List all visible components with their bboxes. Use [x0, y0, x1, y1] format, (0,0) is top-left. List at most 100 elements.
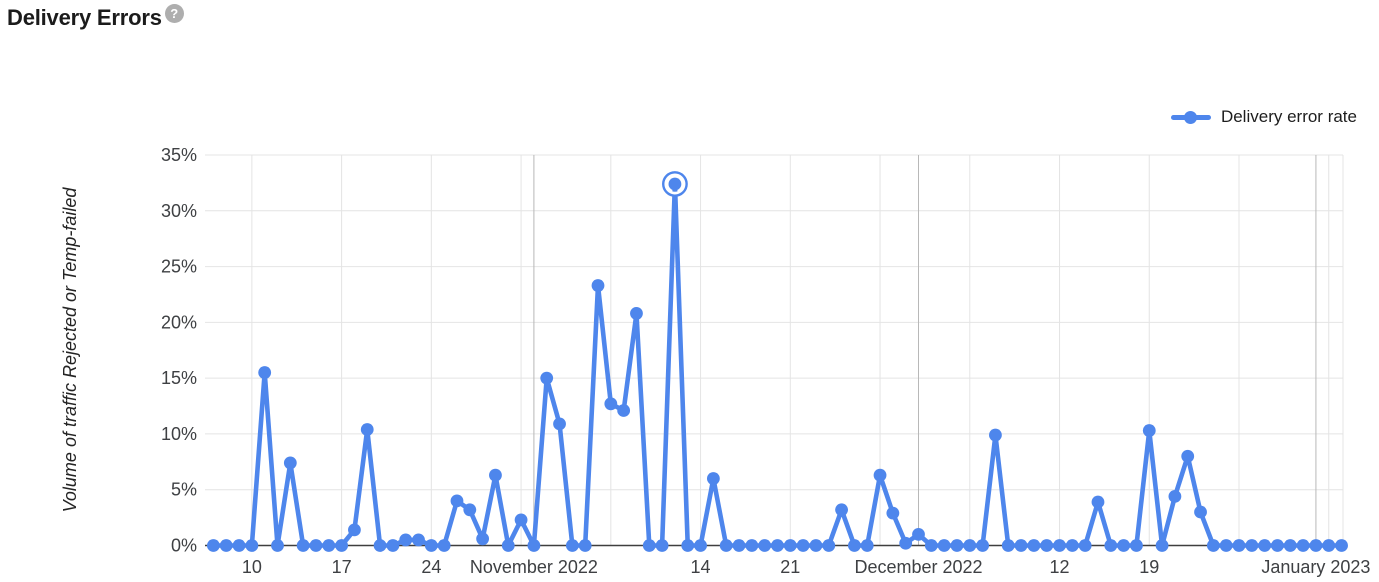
data-point[interactable] — [232, 539, 246, 552]
data-point[interactable] — [1271, 539, 1284, 552]
data-point[interactable] — [450, 494, 464, 508]
data-point[interactable] — [924, 539, 938, 552]
data-point[interactable] — [1142, 424, 1156, 437]
data-point[interactable] — [989, 428, 1002, 442]
data-point[interactable] — [1194, 505, 1207, 519]
data-point[interactable] — [1091, 495, 1105, 509]
data-point[interactable] — [527, 539, 541, 552]
data-point[interactable] — [424, 539, 438, 552]
y-tick-label: 30% — [161, 201, 197, 221]
data-point[interactable] — [245, 539, 259, 552]
data-point[interactable] — [783, 539, 797, 552]
data-point[interactable] — [976, 539, 989, 552]
data-point[interactable] — [463, 503, 477, 517]
data-point[interactable] — [1078, 539, 1092, 552]
data-point[interactable] — [950, 539, 964, 552]
data-point[interactable] — [617, 404, 631, 417]
data-point[interactable] — [1232, 539, 1246, 552]
data-point[interactable] — [489, 468, 502, 482]
data-point[interactable] — [283, 456, 297, 470]
data-point[interactable] — [437, 539, 451, 552]
page-title: Delivery Errors — [7, 5, 162, 30]
data-point[interactable] — [771, 539, 784, 552]
data-point[interactable] — [796, 539, 810, 552]
data-point[interactable] — [348, 523, 361, 537]
data-point[interactable] — [412, 533, 425, 547]
data-point[interactable] — [553, 417, 566, 431]
data-point[interactable] — [1014, 539, 1028, 552]
data-point[interactable] — [1296, 539, 1310, 552]
legend-dot-icon — [1184, 110, 1198, 124]
data-point[interactable] — [309, 539, 323, 552]
data-point[interactable] — [1181, 449, 1195, 463]
data-point[interactable] — [386, 539, 400, 552]
y-tick-label: 0% — [171, 536, 197, 556]
data-point[interactable] — [899, 536, 913, 550]
data-point[interactable] — [501, 539, 515, 552]
data-point[interactable] — [1130, 539, 1143, 552]
data-point[interactable] — [565, 539, 579, 552]
data-point[interactable] — [745, 539, 759, 552]
data-point[interactable] — [719, 539, 733, 552]
data-point[interactable] — [1104, 539, 1118, 552]
data-point[interactable] — [1168, 490, 1182, 503]
data-point[interactable] — [1155, 539, 1169, 552]
data-point[interactable] — [1283, 539, 1297, 552]
help-icon[interactable]: ? — [164, 4, 184, 23]
data-point[interactable] — [860, 539, 874, 552]
data-point[interactable] — [758, 539, 772, 552]
data-point[interactable] — [1001, 539, 1015, 552]
data-point[interactable] — [373, 539, 387, 552]
data-point[interactable] — [207, 539, 220, 552]
data-point[interactable] — [1206, 539, 1220, 552]
data-point[interactable] — [360, 423, 374, 436]
data-point[interactable] — [886, 506, 900, 520]
chart-legend[interactable]: Delivery error rate — [1170, 106, 1357, 128]
data-point[interactable] — [476, 532, 490, 546]
data-point[interactable] — [296, 539, 310, 552]
data-point[interactable] — [668, 177, 682, 191]
data-point[interactable] — [271, 539, 284, 552]
data-point[interactable] — [912, 527, 925, 541]
x-tick-label: January 2023 — [1261, 557, 1370, 577]
data-point[interactable] — [1309, 539, 1323, 552]
data-point[interactable] — [1065, 539, 1079, 552]
data-point[interactable] — [937, 539, 951, 552]
data-point[interactable] — [706, 472, 720, 485]
highlighted-point-outer-ring[interactable] — [662, 171, 688, 197]
data-point[interactable] — [258, 366, 272, 379]
data-point[interactable] — [655, 539, 669, 552]
data-point[interactable] — [963, 539, 977, 552]
data-point[interactable] — [1258, 539, 1272, 552]
data-point[interactable] — [1053, 539, 1066, 552]
data-point[interactable] — [694, 539, 707, 552]
data-point[interactable] — [630, 307, 643, 320]
data-point[interactable] — [873, 468, 887, 482]
data-point[interactable] — [1027, 539, 1041, 552]
data-point[interactable] — [578, 539, 592, 552]
data-point[interactable] — [322, 539, 336, 552]
data-point[interactable] — [219, 539, 233, 552]
data-point[interactable] — [1335, 539, 1348, 552]
data-point[interactable] — [1219, 539, 1233, 552]
data-point[interactable] — [540, 371, 554, 385]
data-point[interactable] — [642, 539, 656, 552]
data-point[interactable] — [848, 539, 861, 552]
data-point[interactable] — [732, 539, 746, 552]
data-point[interactable] — [822, 539, 836, 552]
data-point[interactable] — [335, 539, 348, 552]
data-point[interactable] — [399, 533, 413, 547]
legend-series-marker-icon — [1170, 110, 1211, 124]
data-point[interactable] — [1117, 539, 1131, 552]
data-point[interactable] — [514, 513, 528, 527]
data-point[interactable] — [1245, 539, 1259, 552]
data-point[interactable] — [1322, 539, 1336, 552]
data-point[interactable] — [604, 397, 618, 411]
data-point[interactable] — [1040, 539, 1054, 552]
data-point[interactable] — [835, 503, 848, 517]
data-point[interactable] — [681, 539, 695, 552]
legend-label: Delivery error rate — [1220, 107, 1357, 126]
data-point[interactable] — [809, 539, 823, 552]
data-point[interactable] — [591, 279, 605, 292]
